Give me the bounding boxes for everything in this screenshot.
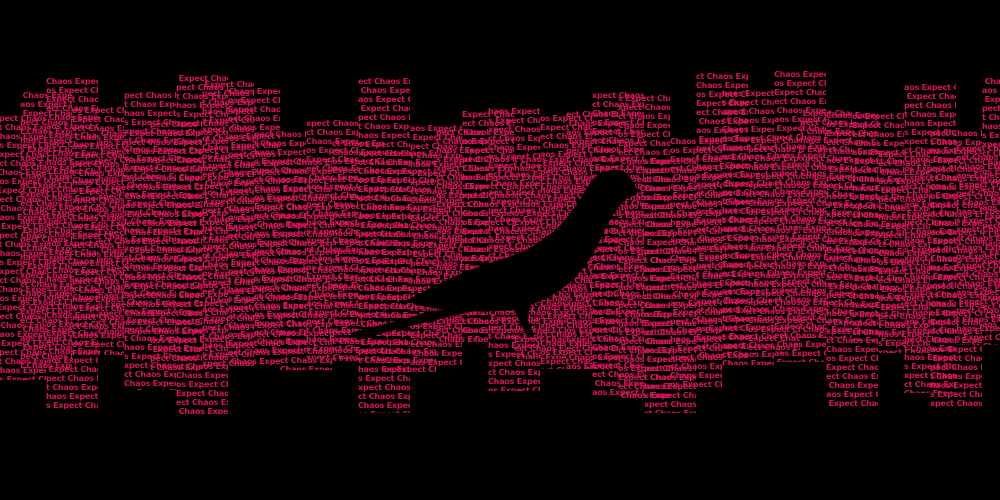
text-column: Chaos Expect aos Expect Cha Expect Chaos… — [98, 129, 150, 336]
text-column: s Expect Chaos xpect Chaos Ex ct Chaos E… — [618, 94, 670, 398]
text-column: Expect Chaos pect Chaos Exp t Chaos Expe… — [202, 80, 254, 369]
text-column: Expect Chaos pect Chaos Exp t Chaos Expe… — [748, 136, 800, 354]
text-column: Expect Chaos pect Chaos Exp t Chaos Expe… — [800, 109, 852, 338]
text-column: pect Chaos Exp t Chaos Expect haos Expec… — [254, 130, 306, 355]
text-column: pect Chaos Exp t Chaos Expect haos Expec… — [150, 120, 202, 373]
text-column: Chaos Expect aos Expect Cha Expect Chaos… — [982, 77, 1000, 331]
text-column: Expect Chaos E ect Chaos Expe Chaos Expe… — [956, 144, 1000, 345]
text-column: os Expect Chao Expect Chaos E ect Chaos … — [852, 112, 904, 341]
text-column: Chaos Expect C os Expect Chao Expect Cha… — [670, 137, 722, 387]
text-column: Chaos Expect C os Expect Chao Expect Cha… — [46, 77, 98, 409]
text-column: haos Expect Ch s Expect Chaos xpect Chao… — [722, 89, 774, 365]
text-column: haos Expect Ch s Expect Chaos xpect Chao… — [488, 107, 540, 391]
text-column: ct Chaos Expec Chaos Expect C os Expect … — [332, 139, 384, 361]
text-column: pect Chaos Exp t Chaos Expect haos Expec… — [930, 129, 982, 408]
text-column: pect Chaos Exp t Chaos Expect haos Expec… — [124, 91, 176, 390]
text-column: ct Chaos Expec Chaos Expect C os Expect … — [696, 72, 748, 359]
bird-body-shape — [408, 169, 638, 338]
text-column: Chaos Expect C os Expect Chao Expect Cha… — [826, 111, 878, 408]
text-column: xpect Chaos Ex ct Chaos Expec Chaos Expe… — [306, 119, 358, 359]
text-column: Expect Chaos E ect Chaos Expe Chaos Expe… — [878, 150, 930, 353]
text-column: ect Chaos Expe Chaos Expect aos Expect C… — [358, 77, 410, 413]
text-column: xpect Chaos Ex ct Chaos Expec Chaos Expe… — [0, 114, 46, 380]
text-column: Chaos Expect C os Expect Chao Expect Cha… — [774, 70, 826, 362]
text-column: os Expect Chao Expect Chaos E ect Chaos … — [72, 106, 124, 355]
text-column: aos Expect Cha Expect Chaos pect Chaos E… — [904, 83, 956, 393]
text-column: ect Chaos Expe Chaos Expect aos Expect C… — [384, 149, 436, 372]
text-column: Chaos Expect C os Expect Chao Expect Cha… — [228, 87, 280, 367]
text-column: ect Chaos Expe Chaos Expect aos Expect C… — [280, 158, 332, 370]
text-column: s Expect Chaos xpect Chaos Ex ct Chaos E… — [644, 157, 696, 413]
text-column: Chaos Expect aos Expect Cha Expect Chaos… — [20, 91, 72, 369]
text-column: Expect Chaos pect Chaos Exp t Chaos Expe… — [176, 74, 228, 414]
